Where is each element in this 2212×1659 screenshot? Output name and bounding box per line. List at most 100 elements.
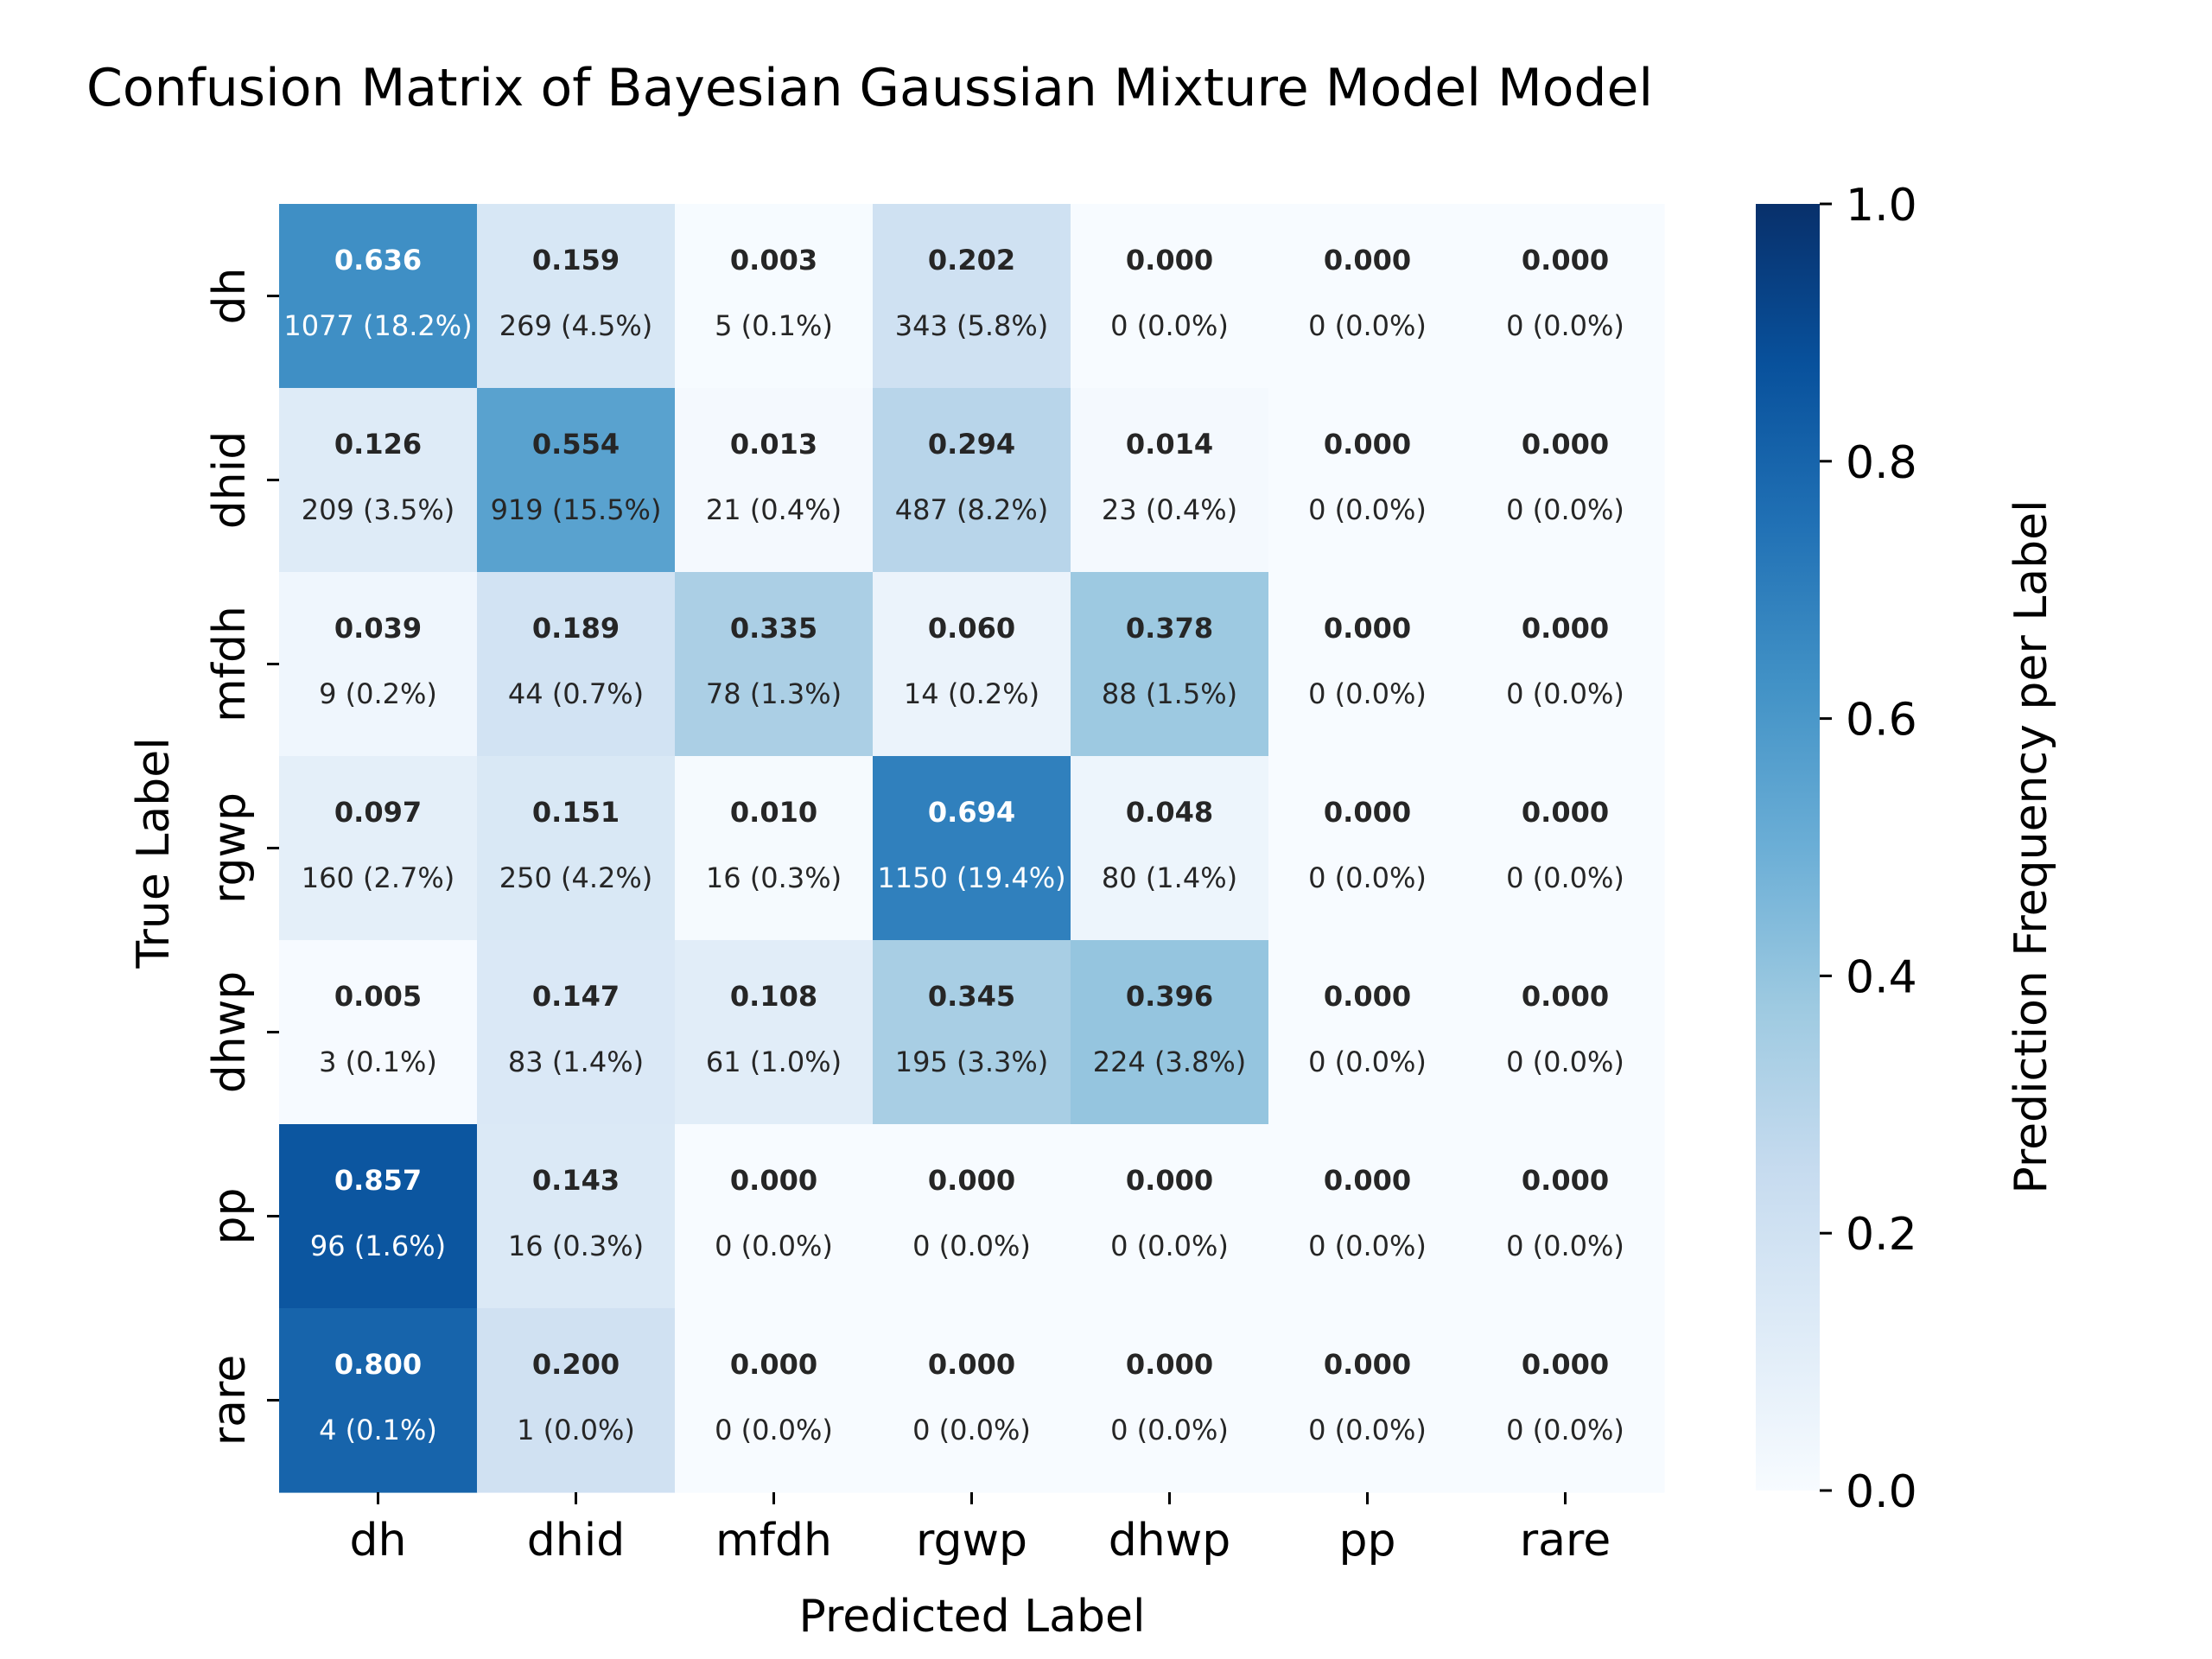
y-tick-label: rgwp <box>204 792 256 904</box>
cell-count-label: 0 (0.0%) <box>1506 1046 1624 1078</box>
colorbar-label: Prediction Frequency per Label <box>2005 499 2057 1193</box>
cell-value-label: 0.294 <box>928 428 1015 461</box>
heatmap-cell <box>477 1308 676 1493</box>
cell-value-label: 0.189 <box>532 612 620 645</box>
cell-count-label: 1150 (19.4%) <box>877 861 1065 894</box>
cell-count-label: 5 (0.1%) <box>715 309 833 342</box>
cell-count-label: 14 (0.2%) <box>904 677 1039 710</box>
cell-value-label: 0.000 <box>1324 244 1411 276</box>
cell-count-label: 0 (0.0%) <box>1308 309 1427 342</box>
cell-count-label: 88 (1.5%) <box>1102 677 1237 710</box>
heatmap-cell <box>1268 940 1467 1125</box>
cell-value-label: 0.000 <box>1324 980 1411 1013</box>
cell-value-label: 0.636 <box>334 244 422 276</box>
cell-count-label: 80 (1.4%) <box>1102 861 1237 894</box>
heatmap-cell <box>1071 940 1269 1125</box>
cell-count-label: 343 (5.8%) <box>895 309 1049 342</box>
x-tick-label: dhid <box>527 1515 625 1567</box>
colorbar-tick-label: 0.8 <box>1846 437 1917 489</box>
cell-value-label: 0.857 <box>334 1164 422 1197</box>
cell-count-label: 224 (3.8%) <box>1093 1046 1247 1078</box>
y-tick-label: dhwp <box>204 971 256 1094</box>
heatmap-cell <box>1268 204 1467 389</box>
colorbar-tick-label: 0.4 <box>1846 951 1917 1003</box>
cell-count-label: 0 (0.0%) <box>1308 1046 1427 1078</box>
y-tick-label: pp <box>204 1187 256 1244</box>
cell-count-label: 1077 (18.2%) <box>283 309 472 342</box>
heatmap-cell <box>675 1124 874 1309</box>
heatmap-cell <box>1466 940 1665 1125</box>
x-axis-label: Predicted Label <box>799 1591 1146 1643</box>
cell-value-label: 0.200 <box>532 1348 620 1381</box>
cell-count-label: 0 (0.0%) <box>1506 1414 1624 1446</box>
cell-value-label: 0.000 <box>1126 1164 1213 1197</box>
x-tick-label: dh <box>350 1515 407 1567</box>
heatmap-cell <box>1466 572 1665 757</box>
cell-value-label: 0.000 <box>1522 1164 1609 1197</box>
cell-value-label: 0.335 <box>730 612 817 645</box>
cell-count-label: 0 (0.0%) <box>912 1230 1031 1262</box>
heatmap-cell <box>675 388 874 573</box>
cell-value-label: 0.000 <box>1126 1348 1213 1381</box>
cell-value-label: 0.048 <box>1126 796 1213 829</box>
cell-count-label: 0 (0.0%) <box>1308 493 1427 526</box>
cell-value-label: 0.000 <box>1522 244 1609 276</box>
cell-count-label: 209 (3.5%) <box>302 493 455 526</box>
cell-count-label: 0 (0.0%) <box>1308 1414 1427 1446</box>
cell-count-label: 3 (0.1%) <box>319 1046 437 1078</box>
heatmap-cell <box>1466 204 1665 389</box>
heatmap-cell <box>873 940 1071 1125</box>
cell-count-label: 16 (0.3%) <box>706 861 842 894</box>
cell-value-label: 0.005 <box>334 980 422 1013</box>
heatmap-cell <box>675 572 874 757</box>
cell-count-label: 0 (0.0%) <box>1110 1230 1229 1262</box>
cell-count-label: 250 (4.2%) <box>499 861 653 894</box>
cell-count-label: 0 (0.0%) <box>1506 1230 1624 1262</box>
cell-value-label: 0.000 <box>1522 796 1609 829</box>
cell-count-label: 0 (0.0%) <box>1110 309 1229 342</box>
cell-count-label: 0 (0.0%) <box>1506 493 1624 526</box>
heatmap-cell <box>873 572 1071 757</box>
heatmap-cell <box>1466 388 1665 573</box>
cell-value-label: 0.126 <box>334 428 422 461</box>
y-axis: dh dhid mfdh rgwp dhwp pp rare <box>204 268 279 1446</box>
cell-count-label: 0 (0.0%) <box>715 1414 833 1446</box>
cell-count-label: 0 (0.0%) <box>1506 309 1624 342</box>
heatmap-cell <box>477 572 676 757</box>
cell-value-label: 0.000 <box>730 1164 817 1197</box>
colorbar-tick-label: 0.6 <box>1846 695 1917 747</box>
y-tick-label: dh <box>204 268 256 325</box>
heatmap-cell <box>1268 388 1467 573</box>
heatmap-cell <box>675 940 874 1125</box>
cell-value-label: 0.143 <box>532 1164 620 1197</box>
heatmap-cell <box>1268 756 1467 941</box>
cell-count-label: 195 (3.3%) <box>895 1046 1049 1078</box>
cell-value-label: 0.097 <box>334 796 422 829</box>
cell-value-label: 0.039 <box>334 612 422 645</box>
cell-count-label: 0 (0.0%) <box>912 1414 1031 1446</box>
cell-value-label: 0.147 <box>532 980 620 1013</box>
colorbar-tick-label: 0.2 <box>1846 1209 1917 1261</box>
cell-count-label: 78 (1.3%) <box>706 677 842 710</box>
cell-value-label: 0.554 <box>532 428 620 461</box>
heatmap-cell <box>1071 388 1269 573</box>
cell-value-label: 0.800 <box>334 1348 422 1381</box>
cell-value-label: 0.202 <box>928 244 1015 276</box>
cell-value-label: 0.003 <box>730 244 817 276</box>
colorbar-gradient <box>1756 204 1820 1491</box>
cell-count-label: 44 (0.7%) <box>508 677 644 710</box>
y-axis-label: True Label <box>128 737 180 969</box>
heatmap-cell <box>1071 572 1269 757</box>
heatmap-cell <box>873 1124 1071 1309</box>
heatmap-cell <box>1268 1124 1467 1309</box>
heatmap-cell <box>279 204 478 389</box>
cell-value-label: 0.013 <box>730 428 817 461</box>
y-tick-label: dhid <box>204 431 256 529</box>
heatmap-cell <box>1071 1124 1269 1309</box>
y-tick-label: mfdh <box>204 606 256 722</box>
heatmap-cell <box>279 756 478 941</box>
cell-value-label: 0.000 <box>1324 1164 1411 1197</box>
heatmap-cell <box>1071 756 1269 941</box>
heatmap-cell <box>279 572 478 757</box>
heatmap-cell <box>477 1124 676 1309</box>
